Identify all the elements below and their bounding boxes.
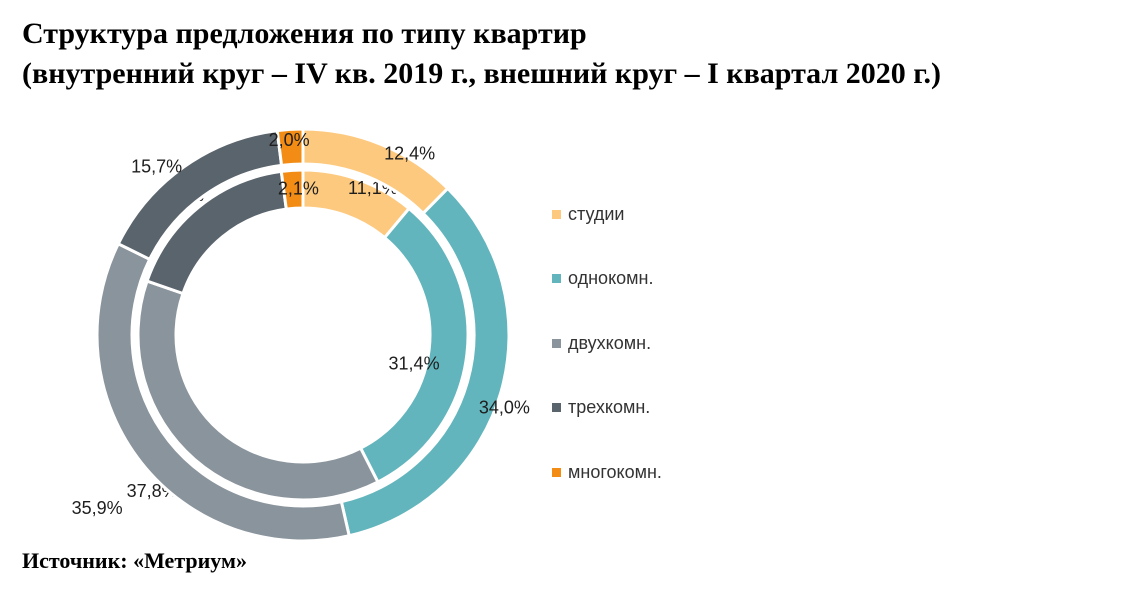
outer-ring-label-0: 12,4% <box>384 144 435 164</box>
chart-legend: студии однокомн. двухкомн. трехкомн. многоко… <box>552 182 662 505</box>
title-line-2: (внутренний круг – IV кв. 2019 г., внешн… <box>22 57 941 90</box>
inner-ring-label-4: 2,1% <box>278 178 319 198</box>
legend-label-0: студии <box>568 203 625 224</box>
inner-ring-slice-4 <box>279 168 305 211</box>
legend-label-4: многокомн. <box>568 461 662 482</box>
legend-swatch-1 <box>552 274 561 284</box>
chart-title: Структура предложения по типу квартир (в… <box>22 14 1112 94</box>
legend-label-3: трехкомн. <box>568 397 651 418</box>
legend-item-3: трехкомн. <box>552 376 662 441</box>
legend-label-2: двухкомн. <box>568 332 652 353</box>
source-note: Источник: «Метриум» <box>22 548 248 573</box>
legend-label-1: однокомн. <box>568 268 654 289</box>
outer-ring-label-3: 15,7% <box>131 156 182 176</box>
legend-swatch-0 <box>552 209 561 219</box>
title-line-1: Структура предложения по типу квартир <box>22 17 587 50</box>
legend-swatch-4 <box>552 467 561 477</box>
legend-swatch-3 <box>552 403 561 413</box>
outer-ring-label-4: 2,0% <box>269 130 310 150</box>
legend-item-1: однокомн. <box>552 247 662 312</box>
legend-item-2: двухкомн. <box>552 311 662 376</box>
outer-ring-label-1: 34,0% <box>479 397 530 417</box>
outer-ring-slice-4 <box>275 127 305 168</box>
legend-swatch-2 <box>552 338 561 348</box>
legend-item-0: студии <box>552 182 662 247</box>
outer-ring-label-2: 35,9% <box>72 498 123 518</box>
legend-item-4: многокомн. <box>552 440 662 505</box>
inner-ring-label-1: 31,4% <box>389 353 440 373</box>
